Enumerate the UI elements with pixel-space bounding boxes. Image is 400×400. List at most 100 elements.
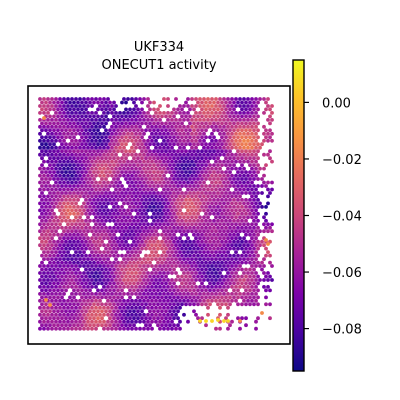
spot xyxy=(98,250,102,255)
spot xyxy=(218,166,222,171)
spot xyxy=(100,267,104,272)
spot xyxy=(234,159,238,164)
spot xyxy=(102,131,106,136)
spot xyxy=(60,177,64,181)
spot xyxy=(222,243,226,248)
spot xyxy=(140,225,144,230)
spot xyxy=(240,225,244,230)
spot xyxy=(174,292,178,296)
spot xyxy=(38,145,42,150)
spot xyxy=(106,271,110,275)
spot xyxy=(60,267,64,272)
spot xyxy=(66,236,70,241)
spot xyxy=(124,323,128,328)
spot xyxy=(160,309,164,314)
spot xyxy=(84,246,88,251)
spot xyxy=(44,288,48,293)
spot xyxy=(54,250,58,255)
spot xyxy=(50,131,54,136)
spot xyxy=(192,191,196,195)
spot xyxy=(236,156,240,161)
spot xyxy=(168,211,172,216)
spot xyxy=(158,152,162,157)
spot xyxy=(112,267,116,272)
spot xyxy=(160,135,164,140)
spot xyxy=(136,239,140,244)
spot xyxy=(96,323,100,328)
spot xyxy=(110,243,114,248)
spot xyxy=(112,128,116,133)
spot xyxy=(64,274,68,279)
spot xyxy=(228,267,232,272)
spot xyxy=(118,264,122,268)
spot xyxy=(52,163,56,168)
spot xyxy=(176,211,180,216)
spot xyxy=(138,173,142,178)
spot xyxy=(80,260,84,265)
spot xyxy=(176,295,180,300)
spot xyxy=(218,152,222,157)
spot xyxy=(98,208,102,213)
spot xyxy=(256,253,260,258)
spot xyxy=(212,177,216,181)
spot xyxy=(84,211,88,216)
spot xyxy=(42,152,46,157)
spot xyxy=(74,215,78,220)
spot xyxy=(62,97,66,101)
spot xyxy=(88,177,92,181)
spot xyxy=(82,298,86,303)
spot xyxy=(48,135,52,140)
spot xyxy=(44,198,48,202)
spot xyxy=(192,211,196,216)
spot xyxy=(152,198,156,202)
spot xyxy=(216,205,220,209)
spot xyxy=(250,243,254,248)
spot xyxy=(76,211,80,216)
spot xyxy=(226,243,230,248)
spot xyxy=(62,111,66,115)
spot xyxy=(206,257,210,261)
spot xyxy=(136,163,140,168)
spot xyxy=(218,97,222,101)
spot xyxy=(256,156,260,161)
spot xyxy=(166,152,170,157)
spot xyxy=(114,264,118,268)
spot xyxy=(228,135,232,140)
spot xyxy=(232,177,236,181)
spot xyxy=(42,271,46,275)
spot xyxy=(74,319,78,324)
spot xyxy=(224,211,228,216)
spot xyxy=(224,316,228,321)
spot xyxy=(180,191,184,195)
spot xyxy=(190,285,194,289)
spot xyxy=(254,152,258,157)
spot xyxy=(182,166,186,171)
spot xyxy=(170,298,174,303)
spot xyxy=(244,225,248,230)
spot xyxy=(196,267,200,272)
spot xyxy=(54,194,58,199)
spot xyxy=(64,309,68,314)
spot xyxy=(160,128,164,133)
spot xyxy=(132,309,136,314)
spot xyxy=(92,163,96,168)
spot xyxy=(68,205,72,209)
spot xyxy=(150,173,154,178)
spot xyxy=(92,316,96,321)
spot xyxy=(182,145,186,150)
spot xyxy=(204,128,208,133)
spot xyxy=(134,208,138,213)
spot xyxy=(236,170,240,175)
spot xyxy=(204,149,208,154)
spot xyxy=(252,281,256,286)
spot xyxy=(38,236,42,241)
spot xyxy=(48,281,52,286)
spot xyxy=(76,198,80,202)
spot xyxy=(82,118,86,122)
spot xyxy=(184,170,188,175)
spot xyxy=(126,111,130,115)
spot xyxy=(198,118,202,122)
spot xyxy=(162,173,166,178)
spot xyxy=(60,316,64,321)
spot xyxy=(158,215,162,220)
